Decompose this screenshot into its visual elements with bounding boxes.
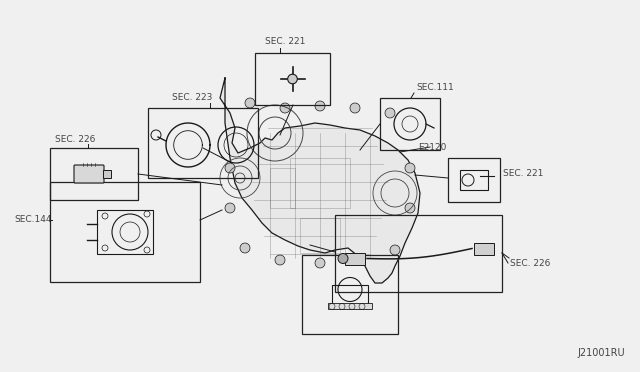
- Circle shape: [355, 255, 365, 265]
- Bar: [270, 168, 295, 208]
- Circle shape: [315, 101, 325, 111]
- Bar: [50, 182, 200, 282]
- Text: SEC. 226: SEC. 226: [510, 259, 550, 267]
- Bar: [345, 253, 365, 264]
- Bar: [328, 302, 372, 308]
- Circle shape: [225, 203, 235, 213]
- Bar: [148, 108, 258, 178]
- FancyBboxPatch shape: [74, 165, 104, 183]
- Circle shape: [385, 108, 395, 118]
- Bar: [380, 98, 440, 150]
- Text: J21001RU: J21001RU: [577, 348, 625, 358]
- Text: SEC.111: SEC.111: [416, 83, 454, 93]
- Text: SEC. 221: SEC. 221: [265, 38, 305, 46]
- Bar: [97, 210, 153, 254]
- Circle shape: [245, 98, 255, 108]
- Text: SEC. 221: SEC. 221: [503, 169, 543, 177]
- Circle shape: [350, 103, 360, 113]
- Bar: [290, 158, 350, 208]
- Circle shape: [225, 163, 235, 173]
- Bar: [255, 53, 330, 105]
- Bar: [332, 285, 368, 305]
- Circle shape: [390, 245, 400, 255]
- Circle shape: [288, 74, 298, 84]
- Text: E2120: E2120: [418, 142, 446, 151]
- Bar: [460, 170, 488, 190]
- Polygon shape: [220, 78, 420, 283]
- Text: SEC.144: SEC.144: [14, 215, 51, 224]
- Bar: [302, 255, 398, 334]
- Bar: [474, 243, 494, 254]
- Circle shape: [405, 163, 415, 173]
- Bar: [448, 158, 500, 202]
- Bar: [335, 215, 502, 292]
- Circle shape: [280, 103, 290, 113]
- Text: SEC. 223: SEC. 223: [172, 93, 212, 103]
- Circle shape: [338, 253, 348, 263]
- Bar: [103, 170, 111, 178]
- Text: SEC. 226: SEC. 226: [55, 135, 95, 144]
- Circle shape: [240, 243, 250, 253]
- Circle shape: [315, 258, 325, 268]
- Bar: [300, 218, 340, 253]
- Circle shape: [275, 255, 285, 265]
- Bar: [50, 148, 138, 200]
- Circle shape: [405, 203, 415, 213]
